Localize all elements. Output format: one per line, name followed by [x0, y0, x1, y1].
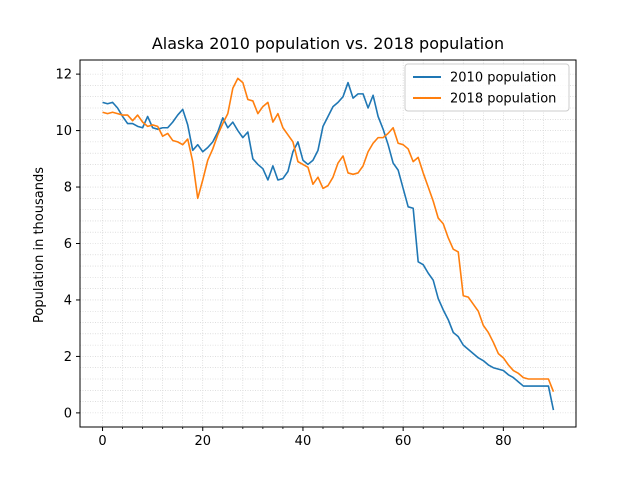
series-lines	[102, 77, 555, 411]
series-line-2010	[102, 81, 555, 411]
x-tick-label: 60	[395, 434, 412, 449]
series-line-2018	[102, 77, 555, 393]
x-axis: 0 20 40 60 80	[98, 427, 544, 449]
legend-label: 2010 population	[450, 71, 556, 86]
legend: 2010 population 2018 population	[404, 63, 570, 112]
y-axis: 0 2 4 6 8 10 12	[55, 68, 80, 421]
chart-title: Alaska 2010 population vs. 2018 populati…	[152, 34, 504, 53]
y-tick-label: 10	[55, 124, 72, 139]
y-tick-label: 8	[64, 181, 72, 196]
x-tick-label: 80	[495, 434, 512, 449]
legend-label: 2018 population	[450, 92, 556, 107]
y-tick-label: 12	[55, 68, 72, 83]
y-tick-label: 6	[64, 237, 72, 252]
y-tick-label: 2	[64, 350, 72, 365]
y-axis-label: Population in thousands	[32, 167, 47, 323]
legend-box	[404, 63, 570, 112]
grid-lines	[80, 60, 576, 427]
y-tick-label: 0	[64, 406, 72, 421]
x-tick-label: 40	[295, 434, 312, 449]
x-tick-label: 0	[98, 434, 106, 449]
x-tick-label: 20	[194, 434, 211, 449]
y-tick-label: 4	[64, 293, 72, 308]
